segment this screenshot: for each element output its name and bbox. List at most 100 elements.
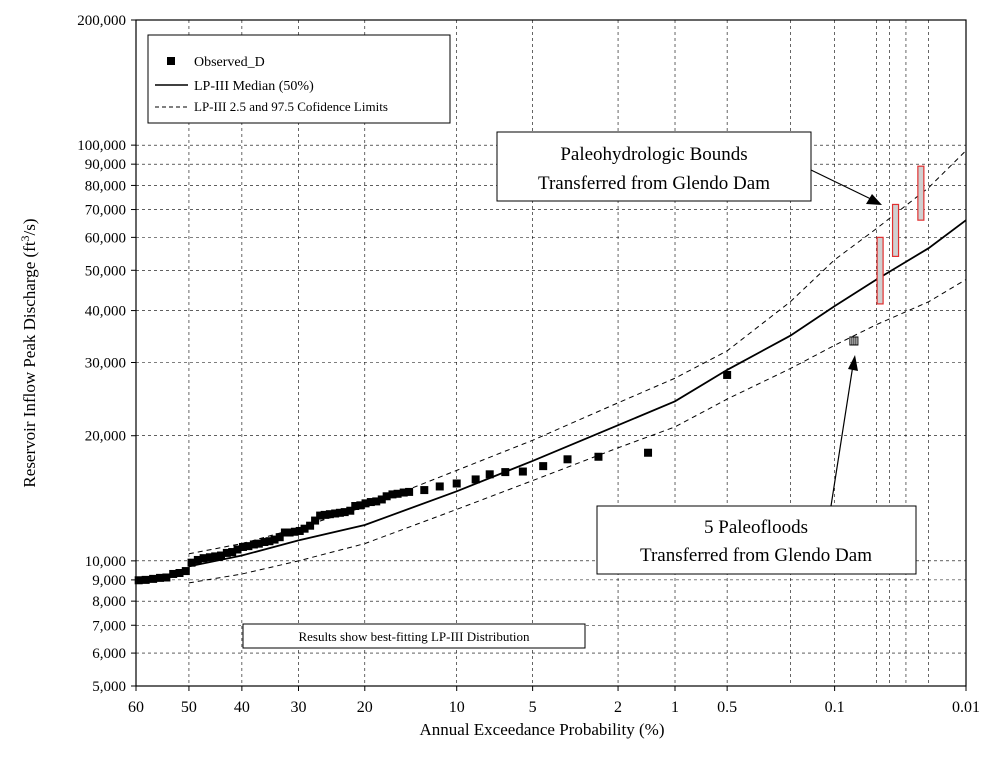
observed-point <box>134 576 143 585</box>
plot-frame <box>135 19 967 687</box>
observed-point <box>306 521 315 530</box>
annotation-bounds-arrow <box>810 169 876 202</box>
observed-point <box>249 540 258 549</box>
annotation-paleofloods: 5 Paleofloods Transferred from Glendo Da… <box>596 355 917 575</box>
observed-point <box>346 506 355 515</box>
observed-point <box>217 551 226 560</box>
observed-point <box>485 470 494 479</box>
annotation-bounds-arrowhead <box>866 194 882 205</box>
x-axis-label: Annual Exceedance Probability (%) <box>420 720 665 739</box>
observed-point <box>181 567 190 576</box>
y-tick-label: 10,000 <box>85 554 126 570</box>
observed-point <box>280 528 289 537</box>
y-tick-label: 100,000 <box>77 138 126 154</box>
y-tick-label: 9,000 <box>92 573 126 589</box>
annotation-paleofloods-line2: Transferred from Glendo Dam <box>640 545 872 566</box>
confidence-limit-curve <box>188 279 967 584</box>
x-tick-label: 5 <box>529 699 537 716</box>
x-tick-label: 20 <box>357 699 373 716</box>
annotation-paleofloods-line1: 5 Paleofloods <box>704 517 808 538</box>
observed-point <box>501 468 510 477</box>
series-layer <box>188 150 967 584</box>
observed-point <box>563 455 572 464</box>
x-tick-label: 40 <box>234 699 250 716</box>
paleohydrologic-bound-bar <box>891 203 900 257</box>
marks-layer <box>134 165 925 585</box>
observed-point <box>233 545 242 554</box>
observed-point <box>162 573 171 582</box>
observed-point <box>295 526 304 535</box>
paleohydrologic-bound-bar <box>876 236 884 305</box>
y-tick-label: 5,000 <box>92 679 126 695</box>
observed-point <box>244 542 253 551</box>
observed-point <box>285 528 294 537</box>
y-tick-label: 20,000 <box>85 429 126 445</box>
observed-point <box>340 508 349 517</box>
legend-label-observed: Observed_D <box>194 55 265 70</box>
observed-point <box>420 486 429 495</box>
annotation-paleofloods-box <box>596 505 917 575</box>
y-tick-label: 8,000 <box>92 594 126 610</box>
observed-point <box>149 574 158 583</box>
y-tick-label: 50,000 <box>85 263 126 279</box>
observed-point <box>300 524 309 533</box>
y-axis-label: Reservoir Inflow Peak Discharge (ft3/s) <box>18 218 39 487</box>
observed-point <box>644 448 653 457</box>
y-tick-label: 70,000 <box>85 203 126 219</box>
observed-point <box>222 548 231 557</box>
x-tick-label: 50 <box>181 699 197 716</box>
annotation-paleofloods-arrow <box>830 364 854 507</box>
confidence-limit-curve <box>188 150 967 555</box>
x-tick-label: 30 <box>291 699 307 716</box>
paleohydrologic-bound-bar <box>917 165 925 221</box>
y-tick-label: 30,000 <box>85 356 126 372</box>
observed-point <box>290 527 299 536</box>
observed-point <box>356 501 365 510</box>
y-axis-ticks: 5,000 6,000 7,000 8,000 9,000 10,000 20,000 30,… <box>77 13 136 695</box>
observed-point <box>254 539 263 548</box>
median-curve <box>188 219 967 568</box>
observed-point <box>141 575 150 584</box>
observed-point <box>361 499 370 508</box>
observed-point <box>335 508 344 517</box>
observed-point <box>270 535 279 544</box>
observed-point <box>320 510 329 519</box>
x-tick-label: 0.1 <box>825 699 845 716</box>
observed-point <box>539 462 548 471</box>
x-tick-label: 0.01 <box>952 699 980 716</box>
annotation-paleofloods-arrowhead <box>848 355 858 371</box>
annotation-bounds-line2: Transferred from Glendo Dam <box>538 173 770 194</box>
observed-point <box>452 479 461 488</box>
observed-point <box>265 537 274 546</box>
observed-point <box>471 475 480 484</box>
observed-point <box>238 542 247 551</box>
observed-point <box>723 370 732 379</box>
observed-point <box>187 558 196 567</box>
observed-point <box>405 487 414 496</box>
observed-point <box>388 490 397 499</box>
y-tick-label: 6,000 <box>92 646 126 662</box>
legend-marker-observed <box>167 57 175 65</box>
legend-label-confidence: LP-III 2.5 and 97.5 Cofidence Limits <box>194 99 388 114</box>
legend-frame <box>147 34 451 124</box>
observed-point <box>377 495 386 504</box>
y-tick-label: 7,000 <box>92 618 126 634</box>
y-tick-label: 60,000 <box>85 230 126 246</box>
observed-point <box>366 498 375 507</box>
observed-point <box>211 552 220 561</box>
observed-point <box>435 482 444 491</box>
annotation-results-text: Results show best-fitting LP-III Distrib… <box>298 629 530 644</box>
observed-point <box>518 467 527 476</box>
observed-point <box>169 569 178 578</box>
observed-point <box>275 533 284 542</box>
x-tick-label: 60 <box>128 699 144 716</box>
observed-point <box>399 488 408 497</box>
observed-point <box>228 548 237 557</box>
observed-point <box>331 509 340 518</box>
legend-label-median: LP-III Median (50%) <box>194 79 314 94</box>
x-tick-label: 0.5 <box>717 699 737 716</box>
annotation-bounds-line1: Paleohydrologic Bounds <box>560 144 747 165</box>
y-tick-label: 90,000 <box>85 157 126 173</box>
annotation-results: Results show best-fitting LP-III Distrib… <box>242 623 586 649</box>
observed-point <box>351 502 360 511</box>
